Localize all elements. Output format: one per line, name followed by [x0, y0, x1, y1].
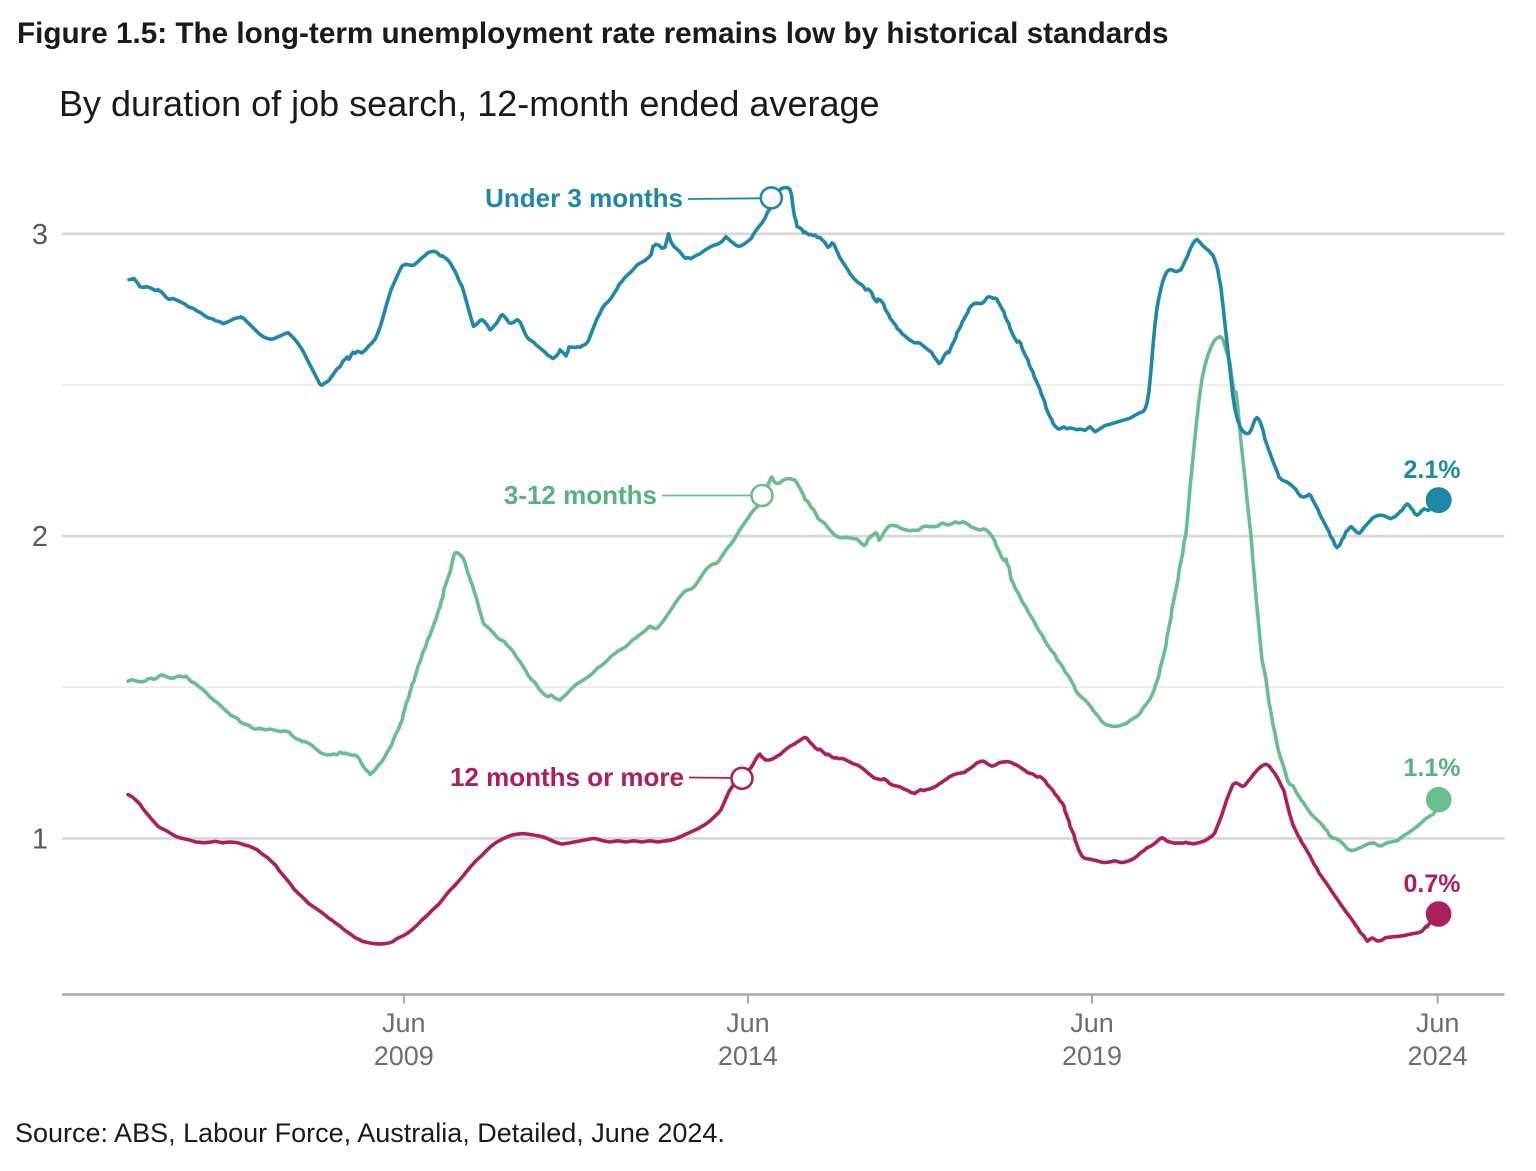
svg-text:Jun: Jun [382, 1008, 426, 1038]
svg-text:1: 1 [32, 823, 48, 855]
svg-text:Source: ABS, Labour Force, Aus: Source: ABS, Labour Force, Australia, De… [15, 1118, 725, 1148]
svg-text:1.1%: 1.1% [1404, 754, 1461, 782]
svg-text:2019: 2019 [1062, 1041, 1122, 1071]
svg-text:2: 2 [32, 521, 48, 553]
svg-text:2009: 2009 [374, 1041, 434, 1071]
svg-text:3: 3 [32, 219, 48, 251]
svg-text:0.7%: 0.7% [1404, 870, 1461, 898]
svg-text:2024: 2024 [1408, 1041, 1468, 1071]
svg-text:12 months or more: 12 months or more [450, 762, 684, 792]
svg-text:Under 3 months: Under 3 months [485, 183, 683, 213]
svg-text:2.1%: 2.1% [1404, 456, 1461, 484]
svg-text:Figure 1.5: The long-term unem: Figure 1.5: The long-term unemployment r… [17, 17, 1168, 50]
svg-text:Jun: Jun [1416, 1008, 1460, 1038]
svg-text:Jun: Jun [726, 1008, 770, 1038]
svg-text:By duration of job search, 12-: By duration of job search, 12-month ende… [59, 83, 880, 124]
svg-text:2014: 2014 [718, 1041, 778, 1071]
svg-text:3-12 months: 3-12 months [504, 480, 657, 510]
svg-text:Jun: Jun [1070, 1008, 1114, 1038]
